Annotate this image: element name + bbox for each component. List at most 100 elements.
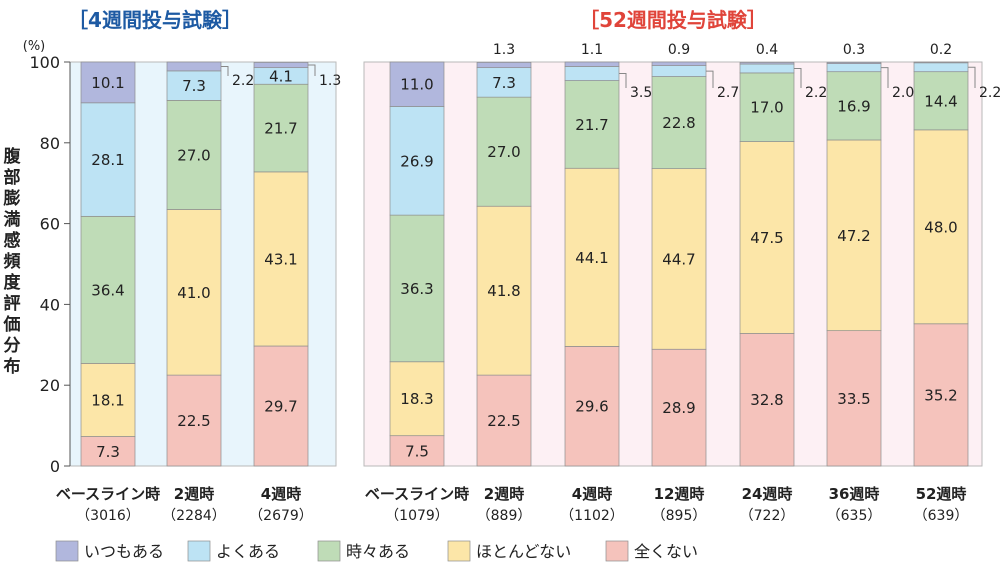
- x-category-label-p2-c5: 24週時: [742, 485, 793, 503]
- bar-label-p2-c4-s4: 2.7: [717, 85, 739, 101]
- bar-label-p2-c5-s3: 17.0: [750, 99, 783, 117]
- legend-label-2: よくある: [216, 542, 280, 561]
- bar-p2-c2-s3: [476, 96, 532, 207]
- bar-p1-c1-s1: [80, 436, 136, 467]
- bar-p2-c7-s5: [913, 61, 969, 64]
- x-category-n-p2-c4: （895）: [652, 508, 707, 524]
- panel-title-2: ［52週間投与試験］: [579, 8, 767, 32]
- bar-p2-c7-s4: [913, 62, 969, 73]
- leader-line-p1-c2-s5: [221, 65, 229, 76]
- bar-p1-c2-s2: [166, 209, 222, 376]
- bar-p1-c2-s4: [166, 70, 222, 101]
- x-category-label-p2-c3: 4週時: [572, 485, 612, 503]
- bar-p2-c5-s1: [739, 333, 795, 467]
- bar-label-p2-c3-s5: 1.1: [581, 42, 603, 58]
- bar-p2-c5-s5: [739, 62, 795, 65]
- leader-line-p2-c5-s4: [794, 67, 802, 88]
- bar-p2-c3-s1: [564, 346, 620, 467]
- bar-p2-c7-s1: [913, 323, 969, 467]
- legend-label-1: いつもある: [84, 542, 164, 561]
- bar-p1-c3-s1: [253, 345, 309, 467]
- bar-label-p2-c2-s1: 22.5: [487, 412, 520, 430]
- bar-label-p2-c5-s5: 0.4: [756, 42, 778, 58]
- bar-label-p2-c7-s1: 35.2: [924, 386, 957, 404]
- bar-label-p1-c2-s2: 41.0: [177, 284, 210, 302]
- bar-p2-c4-s1: [651, 348, 707, 467]
- bar-p2-c2-s4: [476, 67, 532, 98]
- legend-swatch-5: [605, 540, 629, 562]
- bar-p1-c1-s4: [80, 102, 136, 217]
- bar-label-p2-c3-s2: 44.1: [575, 249, 608, 267]
- bar-p2-c1-s3: [389, 214, 445, 363]
- bar-p2-c2-s1: [476, 374, 532, 467]
- x-category-n-p1-c3: （2679）: [249, 508, 313, 524]
- bar-p1-c1-s5: [80, 61, 136, 104]
- bar-p1-c2-s5: [166, 61, 222, 72]
- legend-swatch-3: [317, 540, 341, 562]
- bar-label-p1-c3-s5: 1.3: [319, 73, 341, 89]
- bar-p2-c4-s3: [651, 76, 707, 170]
- x-category-n-p2-c2: （889）: [477, 508, 532, 524]
- bar-label-p1-c2-s3: 27.0: [177, 146, 210, 164]
- legend-label-5: 全くない: [634, 542, 698, 561]
- x-category-label-p2-c6: 36週時: [829, 485, 880, 503]
- bar-p2-c2-s2: [476, 205, 532, 376]
- bar-p2-c4-s5: [651, 61, 707, 66]
- x-category-n-p2-c3: （1102）: [560, 508, 624, 524]
- x-category-n-p2-c6: （635）: [827, 508, 882, 524]
- bar-label-p2-c7-s4: 2.2: [979, 85, 1001, 101]
- x-category-label-p1-c3: 4週時: [261, 485, 301, 503]
- y-tick-label-40: 40: [40, 295, 60, 314]
- bar-p2-c7-s3: [913, 71, 969, 131]
- bar-label-p2-c1-s4: 26.9: [400, 152, 433, 170]
- bar-label-p2-c4-s1: 28.9: [662, 399, 695, 417]
- bar-p2-c6-s5: [826, 62, 882, 64]
- bar-label-p1-c1-s2: 18.1: [91, 391, 124, 409]
- bar-p2-c1-s4: [389, 106, 445, 216]
- bar-p2-c4-s4: [651, 65, 707, 77]
- x-category-label-p2-c2: 2週時: [484, 485, 524, 503]
- bar-label-p2-c1-s2: 18.3: [400, 390, 433, 408]
- y-tick-label-100: 100: [29, 53, 60, 72]
- y-tick-label-20: 20: [40, 376, 60, 395]
- bar-label-p1-c3-s2: 43.1: [264, 250, 297, 268]
- bar-label-p2-c6-s1: 33.5: [837, 390, 870, 408]
- y-axis-title: 腹部膨満感頻度評価分布: [3, 146, 22, 377]
- bar-p2-c1-s5: [389, 61, 445, 107]
- leader-line-p2-c4-s4: [706, 70, 714, 88]
- bar-label-p2-c1-s1: 7.5: [405, 442, 429, 460]
- bar-label-p2-c1-s5: 11.0: [400, 76, 433, 94]
- bar-p1-c2-s1: [166, 374, 222, 467]
- leader-line-p2-c7-s4: [968, 66, 976, 88]
- leader-line-p2-c6-s4: [881, 67, 889, 88]
- bar-label-p2-c4-s3: 22.8: [662, 114, 695, 132]
- bar-p2-c1-s2: [389, 361, 445, 437]
- bar-label-p2-c7-s3: 14.4: [924, 92, 957, 110]
- x-category-n-p2-c5: （722）: [740, 508, 795, 524]
- x-category-n-p1-c2: （2284）: [162, 508, 226, 524]
- y-tick-label-60: 60: [40, 215, 60, 234]
- bar-label-p2-c6-s3: 16.9: [837, 97, 870, 115]
- x-category-label-p1-c1: ベースライン時: [56, 485, 160, 503]
- bar-label-p2-c5-s4: 2.2: [805, 85, 827, 101]
- y-axis-unit: (%): [23, 39, 46, 54]
- bar-p2-c6-s4: [826, 63, 882, 73]
- bar-p1-c1-s3: [80, 215, 136, 364]
- legend-swatch-4: [447, 540, 471, 562]
- bar-label-p1-c2-s4: 7.3: [182, 77, 206, 95]
- bar-p2-c3-s3: [564, 80, 620, 169]
- bar-label-p1-c2-s5: 2.2: [232, 73, 254, 89]
- bar-p1-c2-s3: [166, 100, 222, 210]
- x-category-n-p2-c7: （639）: [914, 508, 969, 524]
- bar-label-p2-c5-s1: 32.8: [750, 391, 783, 409]
- y-tick-label-80: 80: [40, 134, 60, 153]
- bar-p2-c4-s2: [651, 168, 707, 350]
- bar-p2-c5-s4: [739, 63, 795, 74]
- bar-label-p1-c1-s4: 28.1: [91, 151, 124, 169]
- bar-p2-c6-s2: [826, 139, 882, 332]
- leader-line-p2-c3-s4: [619, 73, 627, 88]
- bar-label-p2-c3-s1: 29.6: [575, 398, 608, 416]
- bar-p2-c6-s3: [826, 71, 882, 141]
- legend-swatch-2: [187, 540, 211, 562]
